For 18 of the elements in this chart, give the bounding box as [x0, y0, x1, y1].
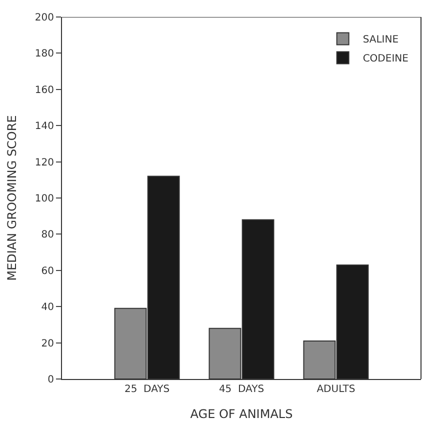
y-tick-label: 140 [34, 121, 54, 132]
y-tick-label: 0 [48, 374, 54, 386]
x-tick-label: 45 DAYS [218, 384, 264, 395]
legend-label: CODEINE [362, 54, 408, 65]
y-tick-label: 80 [41, 230, 54, 241]
y-tick-label: 120 [34, 157, 54, 168]
x-tick-label: ADULTS [316, 384, 356, 395]
y-tick-label: 20 [41, 338, 54, 350]
y-tick-label: 180 [34, 48, 54, 60]
y-tick-label: 200 [34, 12, 54, 24]
legend-label: SALINE [362, 34, 399, 46]
y-tick-label: 40 [41, 302, 54, 314]
y-tick-label: 160 [34, 84, 54, 96]
x-axis-title: AGE OF ANIMALS [190, 406, 293, 421]
x-tick-label: 25 DAYS [124, 384, 170, 395]
y-tick-label: 60 [41, 266, 54, 277]
y-axis-title: MEDIAN GROOMING SCORE [5, 115, 20, 281]
y-tick-label: 100 [34, 194, 54, 204]
